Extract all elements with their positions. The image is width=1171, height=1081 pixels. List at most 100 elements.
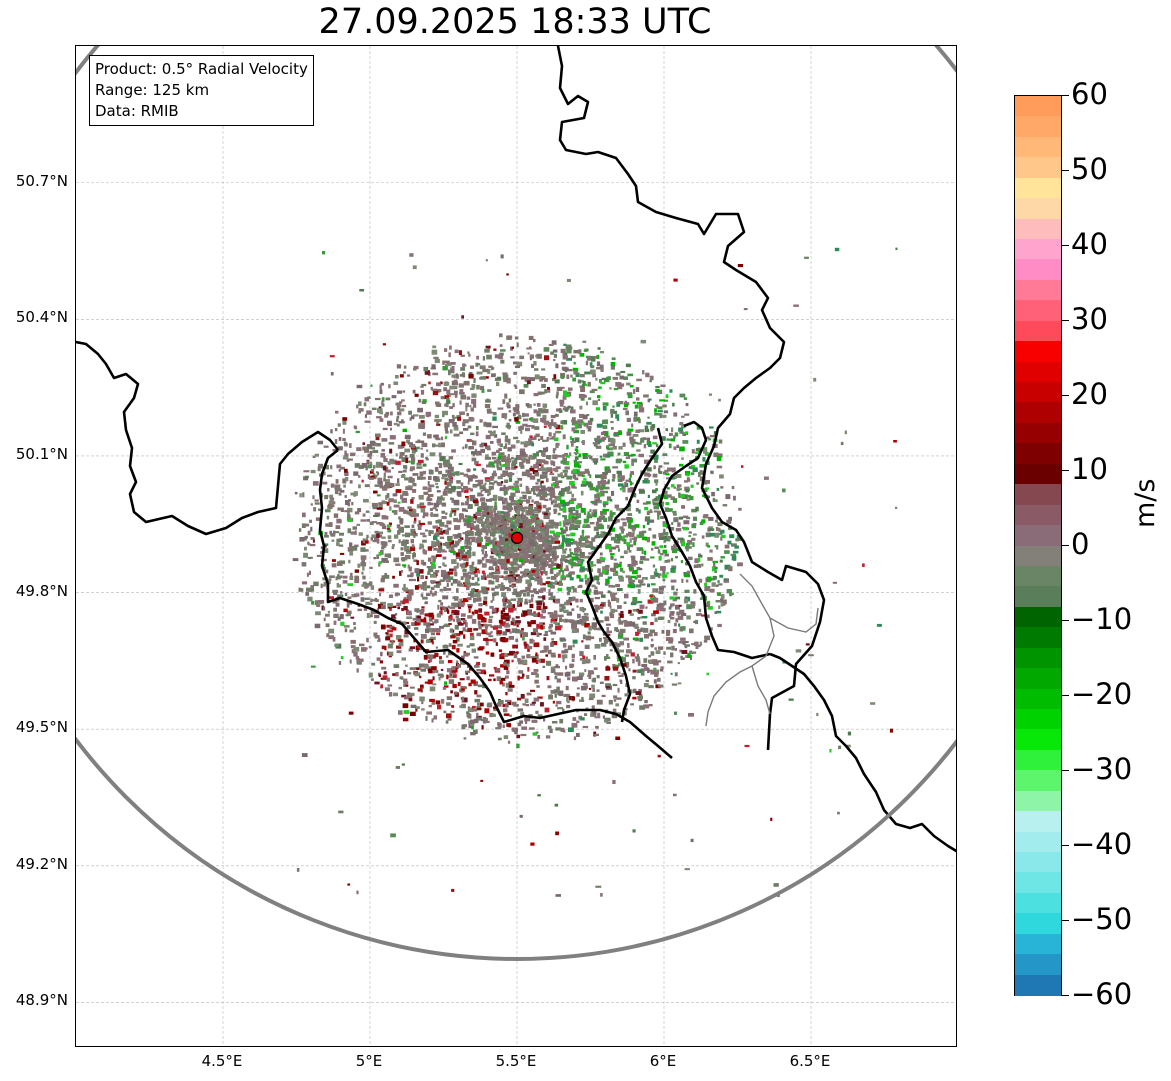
colorbar-tick-mark xyxy=(1062,170,1069,171)
colorbar-segment xyxy=(1015,811,1061,833)
colorbar-tick-label: −50 xyxy=(1071,902,1133,936)
map-title: 27.09.2025 18:33 UTC xyxy=(318,2,712,42)
border-belgium-germany xyxy=(556,46,826,751)
colorbar-segment xyxy=(1015,790,1061,813)
colorbar-segment xyxy=(1015,729,1061,751)
colorbar-tick-mark xyxy=(1062,770,1069,771)
colorbar-tick-label: 20 xyxy=(1071,377,1108,411)
lon-tick-label: 5°E xyxy=(355,1052,383,1070)
colorbar-segment xyxy=(1015,933,1061,956)
border-germany-france xyxy=(769,652,956,853)
lon-tick-label: 6°E xyxy=(649,1052,677,1070)
colorbar-tick-mark xyxy=(1062,470,1069,471)
colorbar-tick-mark xyxy=(1062,320,1069,321)
colorbar-segment xyxy=(1015,116,1061,138)
velocity-colorbar xyxy=(1014,95,1062,996)
colorbar-segment xyxy=(1015,913,1061,935)
border-luxembourg-france xyxy=(658,420,771,660)
colorbar-tick-mark xyxy=(1062,545,1069,546)
colorbar-tick-label: 30 xyxy=(1071,302,1108,336)
region-border-saarland-west xyxy=(705,573,775,727)
colorbar-segment xyxy=(1015,341,1061,363)
colorbar-segment xyxy=(1015,851,1061,874)
colorbar-tick-mark xyxy=(1062,845,1069,846)
radar-map[interactable] xyxy=(75,45,957,1047)
colorbar-segment xyxy=(1015,300,1061,322)
colorbar-segment xyxy=(1015,974,1061,996)
colorbar-segment xyxy=(1015,831,1061,853)
lat-tick-label: 50.7°N xyxy=(15,171,68,190)
colorbar-segment xyxy=(1015,382,1061,404)
lat-tick-label: 50.1°N xyxy=(15,444,68,463)
colorbar-segment xyxy=(1015,892,1061,915)
radar-site-marker[interactable] xyxy=(510,531,524,545)
colorbar-tick-mark xyxy=(1062,95,1069,96)
lat-tick-label: 48.9°N xyxy=(15,991,68,1010)
colorbar-tick-mark xyxy=(1062,920,1069,921)
range-ring xyxy=(76,46,956,961)
colorbar-segment xyxy=(1015,586,1061,608)
region-border-palatinate xyxy=(751,665,771,715)
colorbar-segment xyxy=(1015,708,1061,731)
colorbar-segment xyxy=(1015,198,1061,220)
colorbar-tick-mark xyxy=(1062,395,1069,396)
colorbar-tick-label: −10 xyxy=(1071,602,1133,636)
colorbar-segment xyxy=(1015,259,1061,281)
colorbar-segment xyxy=(1015,157,1061,179)
radar-map-canvas[interactable] xyxy=(76,46,957,1047)
colorbar-segment xyxy=(1015,627,1061,649)
colorbar-segment xyxy=(1015,525,1061,547)
lat-tick-label: 50.4°N xyxy=(15,308,68,327)
colorbar-tick-label: 40 xyxy=(1071,227,1108,261)
colorbar-tick-mark xyxy=(1062,245,1069,246)
colorbar-segment xyxy=(1015,545,1061,567)
product-info-box: Product: 0.5° Radial Velocity Range: 125… xyxy=(89,55,314,126)
velocity-echoes xyxy=(292,247,898,898)
colorbar-segment xyxy=(1015,606,1061,629)
info-range: Range: 125 km xyxy=(95,81,210,99)
colorbar-segment xyxy=(1015,239,1061,261)
region-border-saarland-east xyxy=(769,607,819,633)
colorbar-segment xyxy=(1015,647,1061,670)
colorbar-tick-label: −30 xyxy=(1071,752,1133,786)
colorbar-segment xyxy=(1015,484,1061,506)
colorbar-segment xyxy=(1015,279,1061,302)
colorbar-segment xyxy=(1015,668,1061,690)
colorbar-tick-label: 60 xyxy=(1071,77,1108,111)
lat-tick-label: 49.5°N xyxy=(15,718,68,737)
info-product: Product: 0.5° Radial Velocity xyxy=(95,60,308,78)
lat-tick-label: 49.8°N xyxy=(15,581,68,600)
lat-tick-label: 49.2°N xyxy=(15,854,68,873)
regional-borders xyxy=(705,573,819,727)
country-borders xyxy=(76,46,956,853)
lon-tick-label: 5.5°E xyxy=(495,1052,537,1070)
colorbar-segment xyxy=(1015,504,1061,527)
colorbar-tick-mark xyxy=(1062,995,1069,996)
colorbar-tick-mark xyxy=(1062,620,1069,621)
colorbar-tick-label: −20 xyxy=(1071,677,1133,711)
colorbar-segment xyxy=(1015,872,1061,894)
colorbar-segment xyxy=(1015,443,1061,465)
colorbar-segment xyxy=(1015,402,1061,424)
info-data-source: Data: RMIB xyxy=(95,102,179,120)
border-belgium-luxembourg xyxy=(318,448,673,759)
border-belgium-france-west xyxy=(76,340,340,536)
lon-tick-label: 6.5°E xyxy=(789,1052,831,1070)
colorbar-tick-label: 50 xyxy=(1071,152,1108,186)
colorbar-segment xyxy=(1015,320,1061,343)
colorbar-segment xyxy=(1015,749,1061,772)
colorbar-tick-label: 0 xyxy=(1071,527,1090,561)
lon-tick-label: 4.5°E xyxy=(201,1052,243,1070)
colorbar-segment xyxy=(1015,770,1061,792)
colorbar-segment xyxy=(1015,422,1061,445)
colorbar-segment xyxy=(1015,565,1061,588)
colorbar-segment xyxy=(1015,136,1061,159)
colorbar-tick-label: −60 xyxy=(1071,977,1133,1011)
colorbar-tick-label: 10 xyxy=(1071,452,1108,486)
colorbar-segment xyxy=(1015,96,1061,118)
colorbar-segment xyxy=(1015,688,1061,710)
colorbar-tick-label: −40 xyxy=(1071,827,1133,861)
border-luxembourg-germany xyxy=(584,427,664,723)
colorbar-unit-label: m/s xyxy=(1130,478,1161,528)
colorbar-segment xyxy=(1015,177,1061,200)
